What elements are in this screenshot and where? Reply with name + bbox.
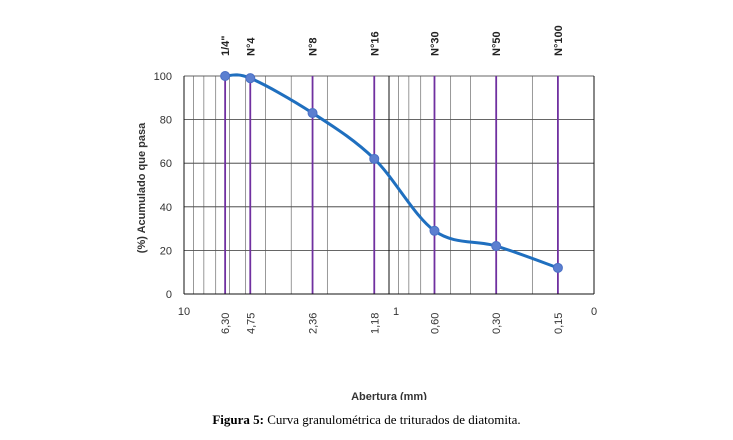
figure-caption: Figura 5: Curva granulométrica de tritur… — [0, 412, 733, 428]
grid-layer — [184, 75, 595, 295]
y-tick-label: 80 — [160, 115, 172, 127]
caption-text: Curva granulométrica de triturados de di… — [263, 412, 521, 427]
data-point — [369, 153, 380, 164]
sieve-lines — [224, 76, 559, 294]
x-edge-label: 10 — [178, 306, 190, 318]
data-point — [307, 108, 318, 119]
y-tick-label: 60 — [160, 158, 172, 170]
series-layer — [220, 71, 563, 273]
x-edge-label: 0 — [591, 306, 597, 318]
granulometric-chart: 0204060801001/4"6,30N°44,75N°82,36N°161,… — [136, 25, 597, 400]
x-axis-label: Abertura (mm) — [351, 391, 427, 400]
sieve-name-label: N°100 — [553, 25, 565, 56]
x-edge-label: 1 — [393, 306, 399, 318]
y-tick-label: 100 — [154, 71, 172, 83]
sieve-opening-label: 0,60 — [429, 313, 441, 334]
data-point — [245, 73, 256, 84]
sieve-name-label: N°16 — [369, 31, 381, 56]
y-tick-label: 40 — [160, 202, 172, 214]
sieve-name-label: N°30 — [429, 31, 441, 56]
data-point — [429, 225, 440, 236]
sieve-name-label: N°8 — [308, 38, 320, 56]
sieve-opening-label: 4,75 — [245, 313, 257, 334]
sieve-opening-label: 2,36 — [308, 313, 320, 334]
plot-frame — [183, 76, 595, 295]
data-point — [552, 262, 563, 273]
sieve-name-label: N°50 — [491, 31, 503, 56]
y-tick-label: 0 — [166, 289, 172, 301]
labels-layer: 0204060801001/4"6,30N°44,75N°82,36N°161,… — [154, 25, 597, 334]
sieve-opening-label: 0,30 — [491, 313, 503, 334]
sieve-opening-label: 6,30 — [220, 313, 232, 334]
sieve-opening-label: 1,18 — [369, 313, 381, 334]
y-tick-label: 20 — [160, 245, 172, 257]
sieve-opening-label: 0,15 — [553, 313, 565, 334]
sieve-name-label: N°4 — [245, 37, 257, 56]
data-point — [491, 241, 502, 252]
caption-label: Figura 5: — [212, 412, 264, 427]
data-point — [220, 71, 231, 81]
series-line — [225, 73, 559, 270]
sieve-name-label: 1/4" — [220, 35, 232, 56]
y-axis-label: (%) Acumulado que pasa — [136, 122, 148, 253]
